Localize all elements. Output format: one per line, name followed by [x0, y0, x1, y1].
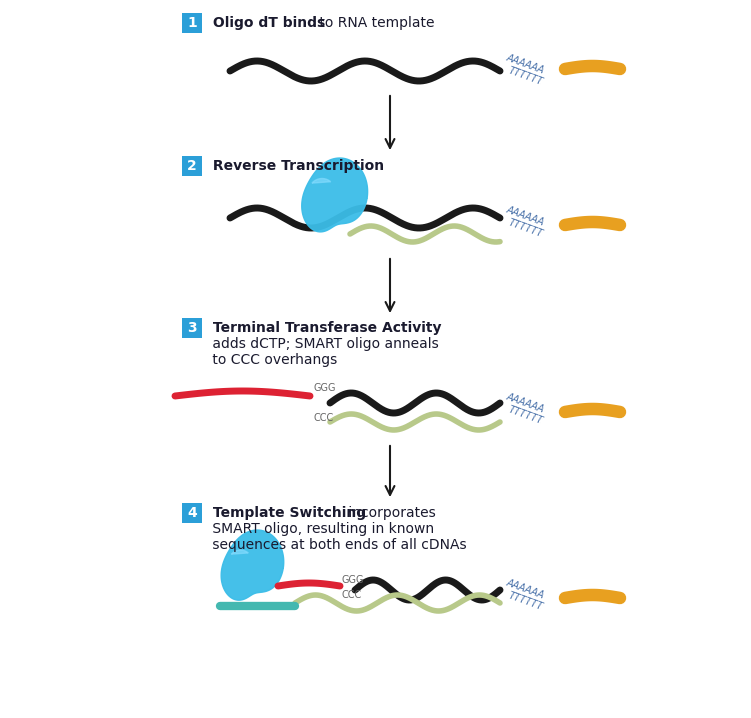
Text: AAAAAA: AAAAAA — [505, 391, 546, 414]
Text: CCC: CCC — [342, 590, 362, 600]
Text: AAAAAA: AAAAAA — [505, 205, 546, 228]
Text: to RNA template: to RNA template — [315, 16, 435, 30]
Text: GGG: GGG — [342, 575, 364, 585]
Text: Oligo dT binds: Oligo dT binds — [208, 16, 325, 30]
Text: TTTTTT: TTTTTT — [507, 590, 544, 612]
Text: CCC: CCC — [314, 413, 334, 423]
Text: Template Switching: Template Switching — [208, 506, 366, 520]
Text: 4: 4 — [187, 506, 197, 520]
Text: 3: 3 — [187, 321, 197, 335]
Polygon shape — [302, 158, 367, 232]
FancyBboxPatch shape — [182, 503, 202, 523]
Text: 2: 2 — [187, 159, 197, 173]
Text: sequences at both ends of all cDNAs: sequences at both ends of all cDNAs — [208, 538, 466, 552]
Text: GGG: GGG — [314, 383, 336, 393]
FancyBboxPatch shape — [182, 318, 202, 338]
Text: SMART oligo, resulting in known: SMART oligo, resulting in known — [208, 522, 434, 536]
Text: 1: 1 — [187, 16, 197, 30]
Text: TTTTTT: TTTTTT — [507, 404, 544, 426]
Polygon shape — [312, 179, 330, 183]
Text: AAAAAA: AAAAAA — [505, 52, 546, 75]
Text: TTTTTT: TTTTTT — [507, 217, 544, 239]
Text: to CCC overhangs: to CCC overhangs — [208, 353, 337, 367]
Text: Terminal Transferase Activity: Terminal Transferase Activity — [208, 321, 442, 335]
FancyBboxPatch shape — [182, 156, 202, 176]
Text: AAAAAA: AAAAAA — [505, 577, 546, 600]
Text: TTTTTT: TTTTTT — [507, 65, 544, 87]
Text: incorporates: incorporates — [344, 506, 436, 520]
Text: Reverse Transcription: Reverse Transcription — [208, 159, 384, 173]
FancyBboxPatch shape — [182, 13, 202, 33]
Text: adds dCTP; SMART oligo anneals: adds dCTP; SMART oligo anneals — [208, 337, 439, 351]
Polygon shape — [231, 550, 249, 554]
Polygon shape — [221, 530, 284, 600]
